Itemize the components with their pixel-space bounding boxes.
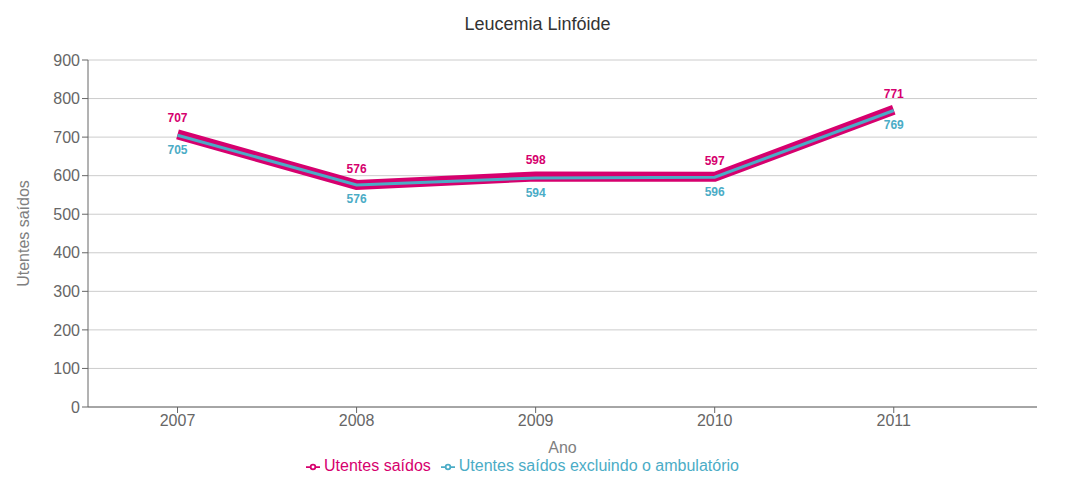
svg-text:598: 598 <box>526 153 546 167</box>
svg-text:2010: 2010 <box>697 412 733 429</box>
svg-text:2007: 2007 <box>160 412 196 429</box>
svg-text:700: 700 <box>53 129 80 146</box>
svg-text:100: 100 <box>53 360 80 377</box>
html-text:Utentes saídos excluindo o amb: Utentes saídos excluindo o ambulatório <box>458 457 739 474</box>
svg-text:800: 800 <box>53 90 80 107</box>
svg-text:900: 900 <box>53 52 80 69</box>
svg-text:0: 0 <box>71 399 80 416</box>
html-text:Leucemia Linfóide: Leucemia Linfóide <box>464 14 611 34</box>
svg-text:576: 576 <box>347 192 367 206</box>
svg-text:Utentes saídos: Utentes saídos <box>15 180 32 287</box>
svg-text:771: 771 <box>884 87 904 101</box>
svg-text:2008: 2008 <box>339 412 375 429</box>
svg-text:600: 600 <box>53 167 80 184</box>
svg-text:705: 705 <box>168 143 188 157</box>
svg-text:2009: 2009 <box>518 412 554 429</box>
svg-text:200: 200 <box>53 322 80 339</box>
svg-text:597: 597 <box>705 154 725 168</box>
html-text:Utentes saídos: Utentes saídos <box>324 457 431 474</box>
svg-text:300: 300 <box>53 283 80 300</box>
svg-text:769: 769 <box>884 118 904 132</box>
svg-text:576: 576 <box>347 162 367 176</box>
svg-text:400: 400 <box>53 244 80 261</box>
svg-text:707: 707 <box>168 111 188 125</box>
svg-text:Ano: Ano <box>548 439 577 456</box>
svg-text:2011: 2011 <box>877 412 912 429</box>
svg-text:596: 596 <box>705 185 725 199</box>
svg-text:500: 500 <box>53 206 80 223</box>
svg-text:594: 594 <box>526 186 546 200</box>
